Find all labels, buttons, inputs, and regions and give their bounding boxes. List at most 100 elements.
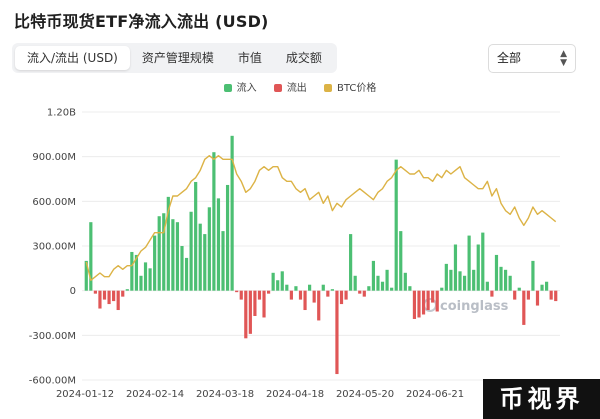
y-tick-label: 300.00M (32, 242, 76, 253)
inflow-bar (143, 262, 148, 291)
outflow-bar (116, 290, 120, 311)
inflow-bar (408, 286, 412, 291)
inflow-bar (134, 254, 139, 291)
tab-market-cap[interactable]: 市值 (237, 51, 262, 65)
outflow-bar (248, 290, 252, 334)
watermark-text: coinglass (440, 299, 509, 314)
inflow-bar (531, 260, 535, 291)
outflow-bar (554, 290, 558, 302)
inflow-bar (449, 269, 453, 291)
x-tick-label: 2024-05-20 (336, 389, 394, 400)
outflow-bar (289, 290, 293, 300)
outflow-bar (239, 290, 243, 300)
inflow-bar (148, 268, 152, 291)
inflow-bar (399, 231, 403, 291)
inflow-bar (84, 260, 88, 291)
inflow-bar (321, 284, 325, 291)
outflow-bar (490, 290, 494, 297)
inflow-bar (494, 254, 499, 291)
inflow-bar (349, 234, 353, 291)
outflow-bar (107, 290, 111, 305)
outflow-bar (431, 290, 435, 303)
y-tick-label: -600.00M (29, 376, 76, 387)
outflow-bar (412, 290, 417, 319)
inflow-bar (485, 281, 489, 291)
tab-volume[interactable]: 成交额 (285, 51, 322, 65)
x-tick-label: 2024-04-18 (266, 389, 324, 400)
outflow-bar (266, 290, 271, 294)
inflow-bar (125, 289, 129, 291)
outflow-bar (93, 290, 97, 294)
outflow-bar (244, 290, 248, 339)
inflow-bar (453, 244, 458, 291)
legend-swatch-btc (324, 84, 332, 92)
inflow-bar (294, 286, 298, 291)
inflow-bar (230, 135, 234, 291)
inflow-bar (380, 281, 385, 291)
outflow-bar (362, 290, 366, 297)
inflow-bar (367, 286, 371, 291)
inflow-bar (216, 198, 221, 291)
inflow-bar (153, 235, 157, 291)
outflow-bar (421, 290, 426, 315)
inflow-bar (467, 235, 471, 291)
inflow-bar (517, 287, 521, 291)
inflow-bar (207, 207, 211, 291)
x-tick-label: 2024-03-18 (196, 389, 254, 400)
legend-swatch-inflow (223, 84, 232, 92)
outflow-bar (335, 290, 339, 375)
tab-aum[interactable]: 资产管理规模 (141, 51, 214, 65)
outflow-bar (426, 290, 430, 311)
inflow-bar (280, 271, 284, 291)
legend-item-outflow[interactable]: 流出 (273, 79, 307, 94)
outflow-bar (98, 290, 102, 309)
inflow-bar (385, 269, 389, 291)
inflow-bar (89, 222, 93, 291)
outflow-bar (257, 290, 262, 300)
inflow-bar (276, 280, 280, 291)
inflow-bar (545, 281, 549, 291)
inflow-bar (394, 159, 398, 291)
legend-item-inflow[interactable]: 流入 (223, 79, 257, 94)
tab-flow[interactable]: 流入/流出 (USD) (15, 46, 130, 70)
inflow-bar (540, 284, 544, 291)
inflow-bar (353, 275, 357, 291)
range-select[interactable]: 全部 ▲ ▼ (488, 44, 576, 73)
legend-swatch-outflow (273, 84, 282, 92)
inflow-bar (462, 275, 467, 291)
outflow-bar (435, 290, 439, 312)
inflow-bar (180, 246, 184, 291)
inflow-bar (371, 260, 376, 291)
inflow-bar (157, 216, 161, 291)
inflow-bar (175, 222, 180, 291)
outflow-bar (417, 290, 421, 318)
outflow-bar (312, 290, 316, 303)
outflow-bar (317, 290, 321, 321)
outflow-bar (549, 290, 553, 300)
inflow-bar (403, 272, 407, 291)
inflow-bar (481, 232, 485, 291)
legend-item-btc-price[interactable]: BTC价格 (324, 79, 376, 94)
inflow-bar (508, 275, 512, 291)
inflow-bar (330, 289, 334, 291)
inflow-bar (130, 251, 134, 291)
outflow-bar (102, 290, 107, 300)
inflow-bar (499, 266, 503, 291)
brand-badge: 币视界 (483, 379, 600, 419)
inflow-bar (285, 284, 289, 291)
inflow-bar (212, 152, 216, 291)
inflow-bar (444, 263, 448, 291)
outflow-bar (262, 290, 266, 318)
inflow-bar (390, 287, 394, 291)
y-tick-label: 0 (70, 286, 76, 297)
outflow-bar (298, 290, 303, 300)
outflow-bar (303, 290, 307, 311)
outflow-bar (535, 290, 540, 306)
inflow-bar (171, 219, 175, 291)
inflow-bar (166, 196, 170, 291)
y-tick-label: 600.00M (32, 197, 76, 208)
view-tabs: 流入/流出 (USD) 资产管理规模 市值 成交额 (12, 43, 337, 73)
inflow-bar (139, 275, 143, 291)
outflow-bar (339, 290, 344, 305)
